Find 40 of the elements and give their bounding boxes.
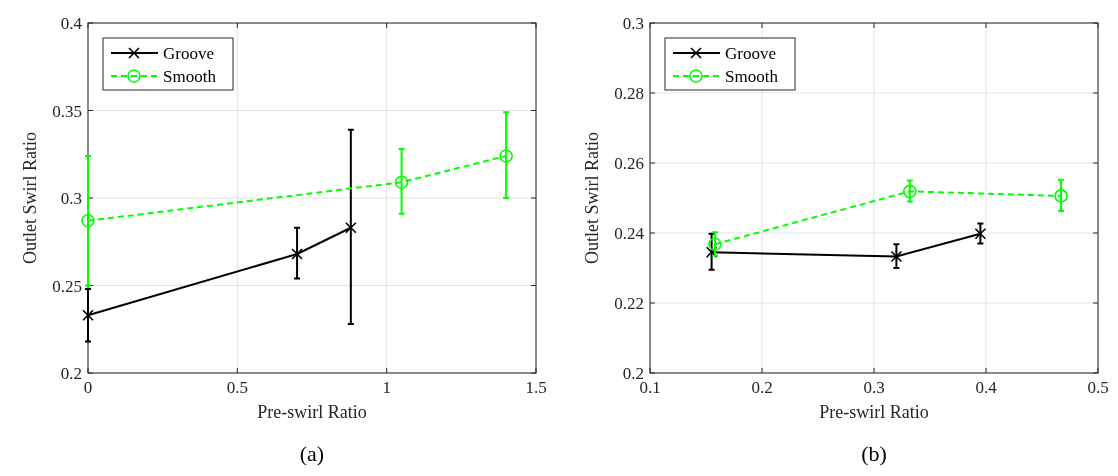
y-tick-label: 0.3 — [60, 189, 82, 208]
y-axis-title: Outlet Swirl Ratio — [582, 132, 602, 264]
x-tick-label: 0.3 — [863, 378, 885, 397]
x-tick-label: 0.2 — [751, 378, 773, 397]
point — [499, 149, 513, 163]
y-tick-label: 0.3 — [622, 14, 644, 33]
x-tick-label: 1.5 — [525, 378, 547, 397]
text: (a) — [299, 441, 325, 466]
point — [903, 184, 917, 199]
y-tick-label: 0.28 — [614, 84, 644, 103]
point — [394, 175, 409, 190]
text: (b) — [861, 441, 887, 466]
x-tick-label: 1 — [382, 378, 391, 397]
x-tick-label: 0 — [83, 378, 93, 397]
x-tick-label: 0.5 — [226, 378, 248, 397]
legend-label: Smooth — [163, 67, 217, 86]
legend-label: Groove — [163, 44, 214, 63]
point — [974, 227, 987, 240]
y-tick-label: 0.22 — [614, 294, 644, 313]
x-tick-label: 0.5 — [1087, 378, 1109, 397]
y-axis-title: Outlet Swirl Ratio — [20, 132, 40, 264]
legend-label: Smooth — [725, 67, 779, 86]
point — [708, 237, 722, 251]
point — [82, 309, 94, 322]
point — [1054, 189, 1068, 203]
legend-label: Groove — [725, 44, 776, 63]
x-tick-label: 0.4 — [975, 378, 998, 397]
y-tick-label: 0.26 — [614, 154, 644, 173]
y-tick-label: 0.35 — [52, 101, 82, 121]
y-tick-label: 0.24 — [614, 224, 645, 243]
y-tick-label: 0.4 — [60, 14, 83, 33]
point — [705, 246, 718, 259]
y-tick-label: 0.2 — [60, 364, 82, 383]
point — [291, 248, 303, 260]
x-axis-title: Pre-swirl Ratio — [819, 402, 929, 422]
y-tick-label: 0.25 — [52, 276, 82, 296]
x-axis-title: Pre-swirl Ratio — [257, 402, 367, 422]
point — [81, 213, 95, 228]
point — [345, 221, 357, 234]
point — [890, 250, 903, 263]
